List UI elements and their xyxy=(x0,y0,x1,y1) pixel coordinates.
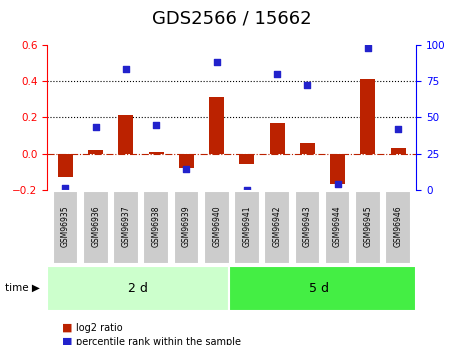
Text: log2 ratio: log2 ratio xyxy=(76,323,123,333)
Bar xyxy=(58,154,73,177)
Bar xyxy=(149,152,164,154)
Point xyxy=(122,67,130,72)
FancyBboxPatch shape xyxy=(325,191,350,264)
Point xyxy=(213,59,220,65)
Bar xyxy=(300,143,315,154)
Text: GSM96937: GSM96937 xyxy=(122,205,131,247)
Text: GSM96939: GSM96939 xyxy=(182,205,191,247)
Text: time ▶: time ▶ xyxy=(5,283,40,293)
FancyBboxPatch shape xyxy=(229,266,416,311)
Text: GSM96936: GSM96936 xyxy=(91,205,100,247)
Text: 5 d: 5 d xyxy=(309,282,330,295)
FancyBboxPatch shape xyxy=(174,191,199,264)
Point xyxy=(304,83,311,88)
Bar xyxy=(209,97,224,154)
Text: GSM96945: GSM96945 xyxy=(363,205,372,247)
Text: GSM96940: GSM96940 xyxy=(212,205,221,247)
Text: ■: ■ xyxy=(61,323,72,333)
Bar xyxy=(88,150,103,154)
Bar xyxy=(360,79,376,154)
Point xyxy=(92,125,99,130)
FancyBboxPatch shape xyxy=(53,191,79,264)
Text: ■: ■ xyxy=(61,337,72,345)
FancyBboxPatch shape xyxy=(355,191,381,264)
Bar xyxy=(270,123,285,154)
Bar xyxy=(239,154,254,165)
Bar xyxy=(179,154,194,168)
Text: GSM96941: GSM96941 xyxy=(242,205,251,247)
Text: percentile rank within the sample: percentile rank within the sample xyxy=(76,337,241,345)
Bar xyxy=(391,148,406,154)
Point xyxy=(334,181,342,187)
Text: GSM96942: GSM96942 xyxy=(272,205,281,247)
Point xyxy=(183,167,190,172)
Point xyxy=(152,122,160,127)
Text: GSM96935: GSM96935 xyxy=(61,205,70,247)
Text: GSM96938: GSM96938 xyxy=(152,205,161,247)
Point xyxy=(364,45,372,50)
FancyBboxPatch shape xyxy=(47,266,229,311)
FancyBboxPatch shape xyxy=(83,191,108,264)
Point xyxy=(273,71,281,77)
FancyBboxPatch shape xyxy=(143,191,169,264)
FancyBboxPatch shape xyxy=(295,191,320,264)
FancyBboxPatch shape xyxy=(385,191,411,264)
Text: GDS2566 / 15662: GDS2566 / 15662 xyxy=(152,10,312,28)
Text: GSM96946: GSM96946 xyxy=(394,205,403,247)
Text: GSM96944: GSM96944 xyxy=(333,205,342,247)
Text: GSM96943: GSM96943 xyxy=(303,205,312,247)
Point xyxy=(243,187,251,193)
Bar xyxy=(330,154,345,184)
FancyBboxPatch shape xyxy=(204,191,229,264)
FancyBboxPatch shape xyxy=(234,191,260,264)
Text: 2 d: 2 d xyxy=(128,282,148,295)
FancyBboxPatch shape xyxy=(113,191,139,264)
Point xyxy=(61,186,69,191)
FancyBboxPatch shape xyxy=(264,191,290,264)
Bar xyxy=(118,116,133,154)
Point xyxy=(394,126,402,132)
